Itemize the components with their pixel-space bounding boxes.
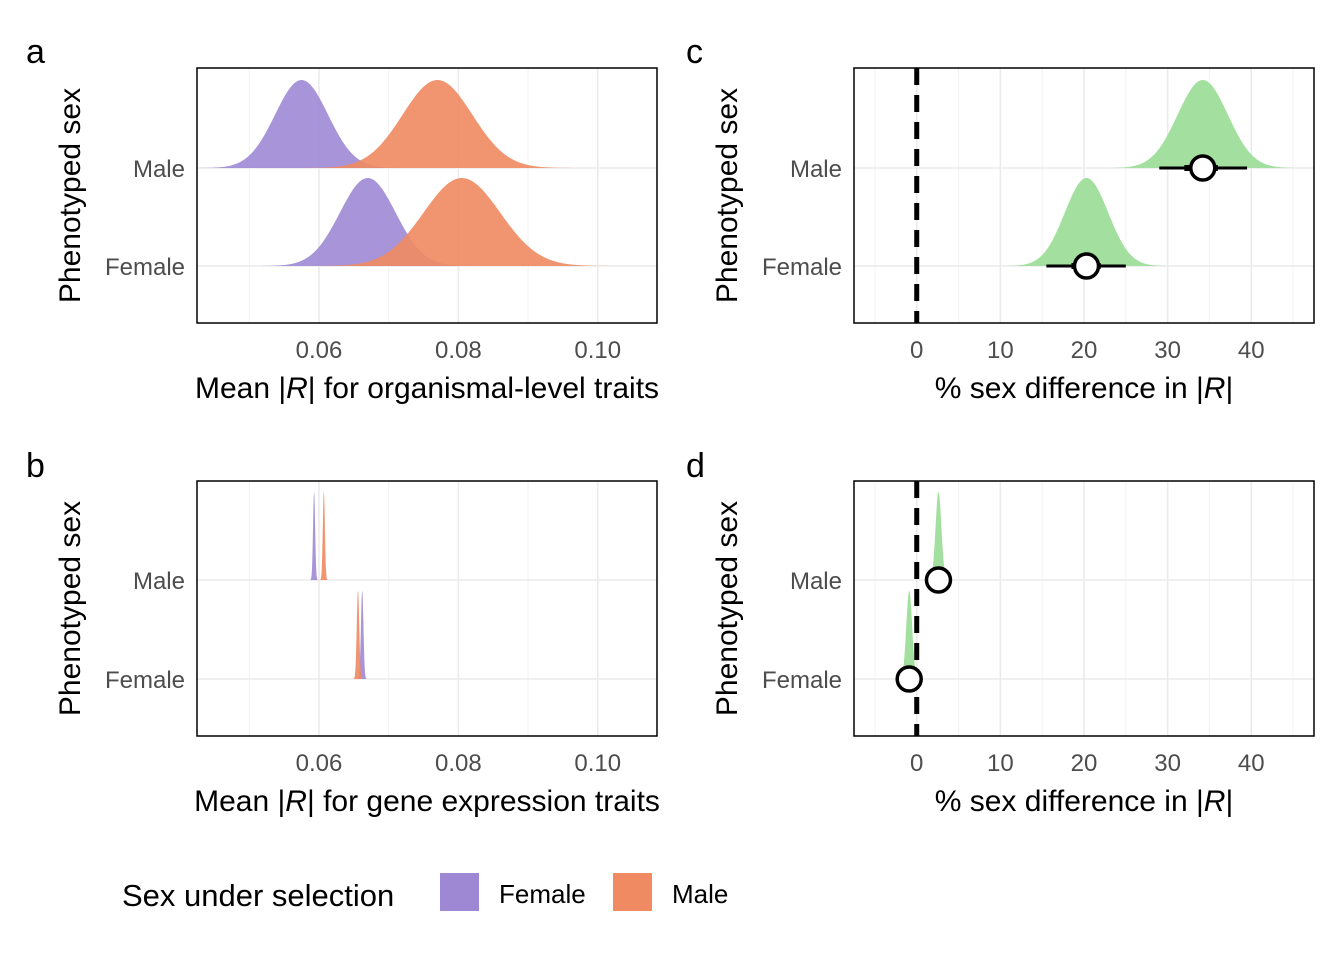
y-tick-label: Male	[790, 156, 842, 183]
x-axis-title-part: | for organismal-level traits	[308, 372, 659, 405]
posterior-density-female	[898, 591, 920, 679]
y-tick-label: Female	[105, 667, 185, 694]
panel-border	[853, 67, 1315, 324]
x-axis-title-part: |	[1225, 372, 1233, 405]
x-axis-title: % sex difference in |R|	[935, 372, 1234, 405]
x-axis-title-part: R	[1204, 372, 1226, 405]
x-axis-title-part: R	[1204, 785, 1226, 818]
x-tick-label: 40	[1238, 750, 1265, 777]
x-tick-label: 30	[1154, 337, 1181, 364]
x-axis-title-part: |	[1225, 785, 1233, 818]
median-point-female	[895, 665, 923, 693]
y-tick-label: Male	[133, 156, 185, 183]
panel-c: 0 10 20 30 40 Male Female Phenotyped sex % sex d…	[686, 33, 1315, 405]
density-female-selection-female-phenotyped	[256, 178, 480, 266]
density-female-selection-male-phenotyped	[195, 80, 408, 168]
x-axis-title: % sex difference in |R|	[935, 785, 1234, 818]
panel-letter: a	[26, 33, 45, 71]
y-tick-label: Female	[762, 667, 842, 694]
y-tick-label: Male	[790, 568, 842, 595]
density-male-selection-male-phenotyped	[319, 492, 329, 580]
legend: Sex under selection Female Male	[122, 873, 728, 913]
panel-border	[196, 67, 658, 324]
y-tick-label: Female	[105, 254, 185, 281]
x-tick-label: 0.06	[296, 337, 343, 364]
x-tick-label: 20	[1071, 750, 1098, 777]
x-tick-label: 10	[987, 337, 1014, 364]
y-axis-title: Phenotyped sex	[711, 88, 744, 303]
x-tick-label: 0	[910, 750, 923, 777]
y-axis-title: Phenotyped sex	[54, 88, 87, 303]
legend-label-male: Male	[672, 879, 728, 909]
x-tick-label: 0.10	[574, 337, 621, 364]
density-female-selection-male-phenotyped	[309, 492, 319, 580]
x-tick-label: 0.08	[435, 750, 482, 777]
x-tick-label: 20	[1071, 337, 1098, 364]
legend-swatch-female	[440, 873, 479, 911]
x-axis-title-part: Mean |	[195, 372, 286, 405]
density-female-selection-female-phenotyped	[357, 591, 368, 679]
x-axis-title-part: R	[285, 785, 307, 818]
legend-label-female: Female	[499, 879, 586, 909]
y-axis-title: Phenotyped sex	[54, 501, 87, 716]
x-tick-label: 0	[910, 337, 923, 364]
x-axis-title-part: % sex difference in |	[935, 372, 1204, 405]
x-tick-label: 0.10	[574, 750, 621, 777]
y-axis-title: Phenotyped sex	[711, 501, 744, 716]
x-tick-label: 0.08	[435, 337, 482, 364]
density-male-selection-female-phenotyped	[352, 591, 364, 679]
median-point-male	[924, 566, 953, 594]
legend-title: Sex under selection	[122, 878, 394, 913]
panel-letter: c	[686, 33, 703, 71]
panel-letter: b	[26, 447, 45, 485]
y-tick-label: Male	[133, 568, 185, 595]
x-axis-title: Mean |R| for gene expression traits	[194, 785, 660, 818]
median-point-female	[1072, 252, 1101, 280]
x-tick-label: 0.06	[296, 750, 343, 777]
panel-border	[196, 480, 658, 737]
x-axis-title-part: % sex difference in |	[935, 785, 1204, 818]
posterior-density-female	[1008, 178, 1165, 266]
density-male-selection-female-phenotyped	[308, 178, 616, 266]
x-axis-title-part: | for gene expression traits	[307, 785, 660, 818]
x-axis-title-part: Mean |	[194, 785, 285, 818]
legend-swatch-male	[613, 873, 652, 911]
x-tick-label: 40	[1238, 337, 1265, 364]
panel-a: 0.06 0.08 0.10 Male Female Phenotyped sex Mean…	[26, 33, 659, 405]
density-male-selection-male-phenotyped	[298, 80, 577, 168]
posterior-density-male	[1112, 80, 1294, 168]
median-point-male	[1189, 154, 1217, 182]
y-tick-label: Female	[762, 254, 842, 281]
x-tick-label: 10	[987, 750, 1014, 777]
panel-border	[853, 480, 1315, 737]
panel-b: 0.06 0.08 0.10 Male Female Phenotyped sex Mean…	[26, 447, 660, 818]
x-axis-title: Mean |R| for organismal-level traits	[195, 372, 659, 405]
x-axis-title-part: R	[286, 372, 308, 405]
posterior-density-male	[927, 492, 950, 580]
x-tick-label: 30	[1154, 750, 1181, 777]
panel-d: 0 10 20 30 40 Male Female Phenotyped sex % sex d…	[686, 447, 1315, 818]
panel-letter: d	[686, 447, 705, 485]
